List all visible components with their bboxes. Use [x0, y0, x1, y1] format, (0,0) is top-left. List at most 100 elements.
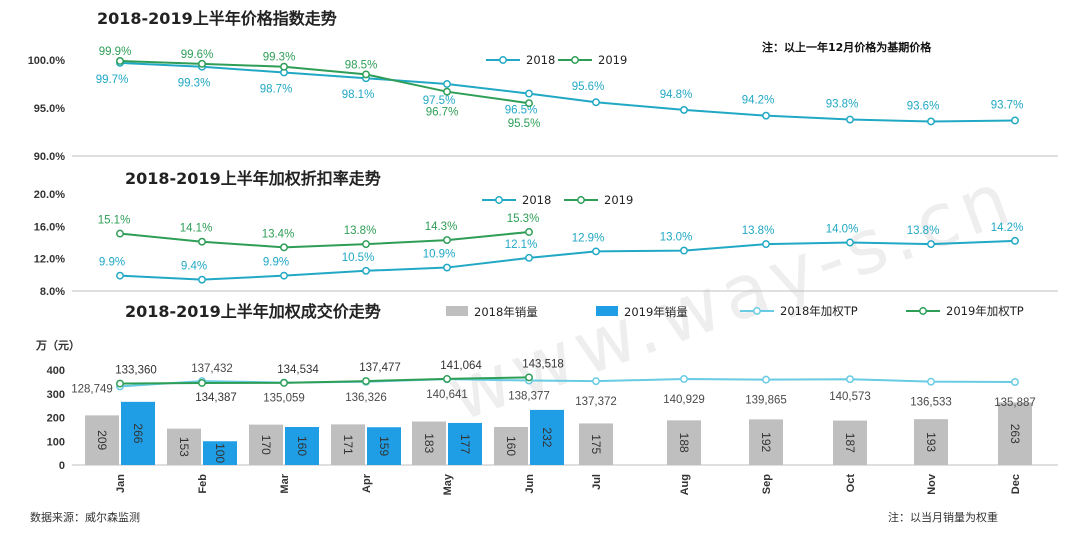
chart3-label-2018-tp: 136,533	[910, 397, 952, 409]
chart2-label-2019: 15.1%	[98, 215, 131, 227]
chart1-point-2018	[762, 111, 770, 120]
chart3-bar-2018-label: 160	[504, 436, 518, 456]
chart3-label-2018-tp: 139,865	[745, 395, 787, 407]
chart3-point-2018-tp	[592, 377, 600, 386]
chart3-label-2018-tp: 135,887	[994, 397, 1036, 409]
chart3-bar-2018-label: 187	[843, 433, 857, 453]
chart2-label-2019: 13.4%	[262, 228, 295, 240]
chart3-series-2019-tp-line	[119, 376, 530, 385]
chart3-bar-2018-label: 209	[95, 430, 109, 450]
chart1-point-2018	[680, 105, 688, 114]
chart3-label-2019-tp: 137,477	[359, 362, 401, 374]
chart3-x-tick: Sep	[761, 474, 773, 494]
chart2-point-2018	[198, 275, 206, 284]
chart1-label-2018: 99.7%	[96, 74, 129, 86]
chart1-legend-2018-label: 2018	[526, 53, 555, 67]
chart2-point-2018	[525, 253, 533, 262]
chart1-point-2019	[443, 87, 451, 96]
chart3-label-2018-tp: 136,326	[345, 392, 387, 404]
chart2-point-2019	[116, 229, 124, 238]
chart2-label-2018: 13.8%	[742, 225, 775, 237]
chart1-point-2019	[362, 70, 370, 79]
chart1-label-2019: 99.3%	[263, 52, 296, 64]
chart2-label-2018: 9.9%	[99, 257, 125, 269]
chart2-label-2018: 10.5%	[342, 252, 375, 264]
chart1-legend-2018-marker	[499, 56, 507, 64]
chart3-point-2019-tp	[280, 378, 288, 387]
chart3-x-tick: Jul	[591, 474, 603, 490]
chart3-bar-2018-label: 188	[677, 433, 691, 453]
chart3-x-tick: May	[442, 473, 454, 495]
chart1-point-2018	[846, 115, 854, 124]
chart2-point-2019	[198, 237, 206, 246]
chart1-label-2019: 99.6%	[181, 49, 214, 61]
chart1-label-2018: 93.8%	[826, 99, 859, 111]
chart3-x-tick: Jun	[524, 474, 536, 494]
chart1-label-2018: 95.6%	[572, 81, 605, 93]
chart3-label-2018-tp: 140,929	[663, 394, 705, 406]
chart2-point-2018	[1011, 236, 1019, 245]
chart3-label-2019-tp: 143,518	[522, 358, 564, 370]
chart3-point-2019-tp	[116, 379, 124, 388]
chart2-series-2018-line	[119, 239, 1016, 281]
chart1-series-2018-line	[119, 61, 1016, 123]
chart2-y-tick: 12.0%	[34, 254, 65, 266]
chart1-label-2018: 98.7%	[260, 83, 293, 95]
chart3-y-unit: 万（元）	[35, 339, 80, 352]
chart1-point-2018	[1011, 116, 1019, 125]
chart1-label-2019: 99.9%	[99, 46, 132, 58]
chart2-label-2018: 12.9%	[572, 232, 605, 244]
chart3-bar-2018-label: 193	[924, 432, 938, 452]
chart2-label-2018: 10.9%	[423, 249, 456, 261]
chart2-point-2018	[762, 240, 770, 249]
chart2-label-2018: 9.4%	[181, 261, 207, 273]
chart2-label-2019: 14.3%	[425, 221, 458, 233]
chart3-bar-2019-label: 177	[458, 434, 472, 454]
chart2-legend-2018-label: 2018	[522, 193, 551, 207]
chart3-bar-2019-label: 160	[295, 436, 309, 456]
chart3-legend-2018-sales-label: 2018年销量	[474, 305, 538, 319]
chart2-point-2018	[592, 247, 600, 256]
chart3-legend-2018-tp-marker	[753, 307, 761, 315]
chart3-x-tick: Aug	[679, 474, 691, 495]
chart3-label-2018-tp: 135,059	[263, 393, 305, 405]
chart2-point-2018	[846, 238, 854, 247]
chart1-title: 2018-2019上半年价格指数走势	[97, 9, 337, 28]
chart2-label-2018: 12.1%	[505, 239, 538, 251]
chart1-point-2019	[116, 57, 124, 65]
chart3-bar-2018	[494, 427, 528, 465]
chart2-point-2018	[116, 271, 124, 280]
chart1-legend-2019-marker	[571, 56, 579, 64]
chart2-legend-2019-label: 2019	[604, 193, 633, 207]
chart3-y-tick: 0	[59, 460, 65, 472]
chart3-legend-2019-sales-label: 2019年销量	[624, 305, 688, 319]
data-source: 数据来源：威尔森监测	[30, 510, 140, 524]
chart2-label-2019: 15.3%	[507, 213, 540, 225]
chart1-point-2019	[280, 62, 288, 71]
chart3-bar-2018-label: 175	[589, 434, 603, 454]
chart3-x-tick: Apr	[361, 473, 373, 493]
chart1-label-2018: 98.1%	[342, 89, 375, 101]
chart3-legend-2018-tp-label: 2018年加权TP	[780, 304, 858, 318]
chart2-title: 2018-2019上半年加权折扣率走势	[125, 169, 381, 188]
chart1-label-2018: 94.2%	[742, 95, 775, 107]
chart3-label-2018-tp: 137,432	[191, 363, 233, 375]
chart2-y-tick: 20.0%	[34, 189, 65, 201]
chart1-label-2018: 97.5%	[423, 95, 456, 107]
chart2-label-2018: 13.0%	[660, 232, 693, 244]
chart2-series-2019-line	[119, 230, 530, 249]
chart1-label-2018: 93.7%	[991, 99, 1024, 111]
chart3-x-tick: Feb	[197, 474, 209, 494]
chart3-bar-2018	[331, 424, 365, 465]
chart3-point-2018-tp	[680, 375, 688, 383]
chart3-bar-2018	[167, 428, 201, 465]
chart3-point-2019-tp	[525, 373, 533, 382]
chart3-bar-2018	[579, 423, 613, 465]
chart1-point-2019	[198, 59, 206, 68]
chart3-label-2019-tp: 134,534	[277, 364, 319, 376]
chart1-point-2019	[525, 99, 533, 108]
chart2-point-2019	[362, 240, 370, 249]
chart1-series-2019-line	[119, 59, 530, 105]
chart3-label-2019-tp: 141,064	[440, 360, 482, 372]
